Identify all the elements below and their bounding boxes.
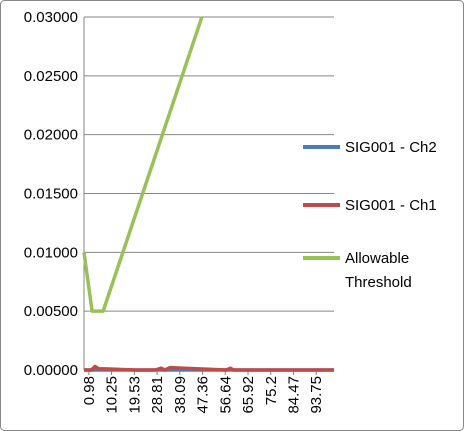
series-line — [84, 364, 334, 372]
y-tick-label: 0.01500 — [24, 186, 78, 203]
y-tick-label: 0.01000 — [24, 244, 78, 261]
legend-label: SIG001 - Ch1 — [345, 197, 437, 214]
x-tick-label: 93.75 — [308, 376, 325, 414]
x-tick-label: 47.36 — [195, 376, 212, 414]
x-tick-label: 10.25 — [104, 376, 121, 414]
y-tick-label: 0.00000 — [24, 362, 78, 379]
x-tick-label: 19.53 — [126, 376, 143, 414]
x-tick-label: 65.92 — [240, 376, 257, 414]
x-tick-label: 56.64 — [217, 376, 234, 414]
x-tick-label: 0.98 — [81, 376, 98, 405]
series-line — [82, 16, 204, 313]
x-tick-label: 28.81 — [149, 376, 166, 414]
y-tick-label: 0.02500 — [24, 68, 78, 85]
x-tick-label: 75.2 — [263, 376, 280, 405]
legend-label: Allowable Threshold — [345, 250, 412, 291]
y-tick-label: 0.03000 — [24, 9, 78, 26]
x-tick-label: 84.47 — [285, 376, 302, 414]
y-tick-label: 0.00500 — [24, 303, 78, 320]
y-tick-label: 0.02000 — [24, 127, 78, 144]
legend-label: SIG001 - Ch2 — [345, 139, 437, 156]
x-tick-label: 38.09 — [172, 376, 189, 414]
